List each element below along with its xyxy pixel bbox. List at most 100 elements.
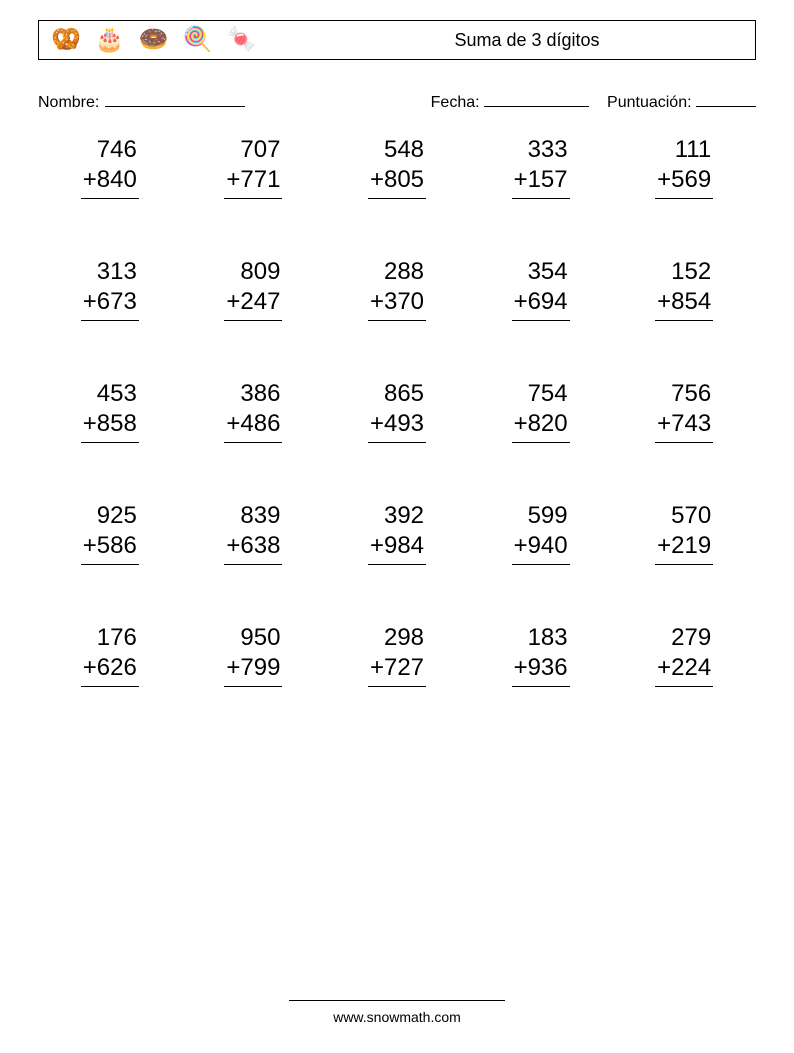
addend-bottom: +486 [224, 409, 282, 443]
problem: 548+805 [325, 135, 469, 199]
problem-inner: 176+626 [81, 623, 139, 687]
addend-top: 925 [81, 501, 139, 531]
problem-inner: 333+157 [512, 135, 570, 199]
problem: 288+370 [325, 257, 469, 321]
problem: 839+638 [182, 501, 326, 565]
addend-top: 111 [655, 135, 713, 165]
addend-top: 288 [368, 257, 426, 287]
name-blank[interactable] [105, 90, 245, 107]
addend-bottom: +840 [81, 165, 139, 199]
problem-inner: 809+247 [224, 257, 282, 321]
addend-top: 548 [368, 135, 426, 165]
doughnut-icon: 🍩 [139, 28, 169, 52]
score-blank[interactable] [696, 90, 756, 107]
problem-inner: 570+219 [655, 501, 713, 565]
problem-inner: 298+727 [368, 623, 426, 687]
problem-inner: 183+936 [512, 623, 570, 687]
addend-bottom: +854 [655, 287, 713, 321]
problem-inner: 354+694 [512, 257, 570, 321]
problem: 176+626 [38, 623, 182, 687]
addend-bottom: +771 [224, 165, 282, 199]
addend-top: 453 [81, 379, 139, 409]
addend-top: 570 [655, 501, 713, 531]
addend-bottom: +936 [512, 653, 570, 687]
candy-cane-icon: 🍭 [183, 28, 213, 52]
problem: 809+247 [182, 257, 326, 321]
birthday-cake-icon: 🎂 [95, 28, 125, 52]
addend-top: 950 [224, 623, 282, 653]
addend-top: 809 [224, 257, 282, 287]
problem: 386+486 [182, 379, 326, 443]
addend-bottom: +626 [81, 653, 139, 687]
addend-top: 386 [224, 379, 282, 409]
header-box: 🥨🎂🍩🍭🍬 Suma de 3 dígitos [38, 20, 756, 60]
problem: 754+820 [469, 379, 613, 443]
addend-bottom: +370 [368, 287, 426, 321]
addend-top: 839 [224, 501, 282, 531]
addend-top: 152 [655, 257, 713, 287]
problem-inner: 288+370 [368, 257, 426, 321]
problem: 392+984 [325, 501, 469, 565]
problem-inner: 152+854 [655, 257, 713, 321]
problem: 298+727 [325, 623, 469, 687]
problem-inner: 111+569 [655, 135, 713, 199]
worksheet-page: 🥨🎂🍩🍭🍬 Suma de 3 dígitos Nombre: Fecha: P… [0, 0, 794, 1053]
problem: 707+771 [182, 135, 326, 199]
problem: 570+219 [612, 501, 756, 565]
problem-inner: 386+486 [224, 379, 282, 443]
problem-inner: 950+799 [224, 623, 282, 687]
problem: 183+936 [469, 623, 613, 687]
problem-inner: 599+940 [512, 501, 570, 565]
addend-top: 599 [512, 501, 570, 531]
problem: 354+694 [469, 257, 613, 321]
problem-inner: 707+771 [224, 135, 282, 199]
problem-inner: 756+743 [655, 379, 713, 443]
problem: 865+493 [325, 379, 469, 443]
info-row: Nombre: Fecha: Puntuación: [38, 90, 756, 112]
addend-bottom: +984 [368, 531, 426, 565]
problem: 925+586 [38, 501, 182, 565]
addend-top: 333 [512, 135, 570, 165]
problem: 756+743 [612, 379, 756, 443]
addend-bottom: +805 [368, 165, 426, 199]
date-blank[interactable] [484, 90, 589, 107]
addend-bottom: +858 [81, 409, 139, 443]
addend-bottom: +940 [512, 531, 570, 565]
addend-top: 176 [81, 623, 139, 653]
problem-inner: 548+805 [368, 135, 426, 199]
addend-top: 756 [655, 379, 713, 409]
addend-top: 746 [81, 135, 139, 165]
footer-divider [289, 1000, 505, 1001]
header-icons: 🥨🎂🍩🍭🍬 [39, 28, 256, 52]
problem-inner: 746+840 [81, 135, 139, 199]
addend-top: 298 [368, 623, 426, 653]
problem: 279+224 [612, 623, 756, 687]
addend-bottom: +157 [512, 165, 570, 199]
addend-bottom: +586 [81, 531, 139, 565]
addend-top: 354 [512, 257, 570, 287]
addend-bottom: +638 [224, 531, 282, 565]
problem-inner: 313+673 [81, 257, 139, 321]
problem: 599+940 [469, 501, 613, 565]
addend-bottom: +743 [655, 409, 713, 443]
addend-bottom: +820 [512, 409, 570, 443]
footer-site: www.snowmath.com [0, 1009, 794, 1025]
problem-inner: 839+638 [224, 501, 282, 565]
addend-top: 707 [224, 135, 282, 165]
addend-top: 313 [81, 257, 139, 287]
problem: 333+157 [469, 135, 613, 199]
problem-inner: 279+224 [655, 623, 713, 687]
addend-bottom: +224 [655, 653, 713, 687]
date-label: Fecha: [431, 94, 480, 111]
addend-top: 392 [368, 501, 426, 531]
problem-inner: 392+984 [368, 501, 426, 565]
pretzel-icon: 🥨 [51, 28, 81, 52]
addend-bottom: +799 [224, 653, 282, 687]
problem: 746+840 [38, 135, 182, 199]
addend-bottom: +247 [224, 287, 282, 321]
name-label: Nombre: [38, 94, 99, 112]
problem: 111+569 [612, 135, 756, 199]
score-label: Puntuación: [607, 94, 692, 111]
addend-top: 183 [512, 623, 570, 653]
problems-grid: 746+840707+771548+805333+157111+569313+6… [38, 135, 756, 687]
